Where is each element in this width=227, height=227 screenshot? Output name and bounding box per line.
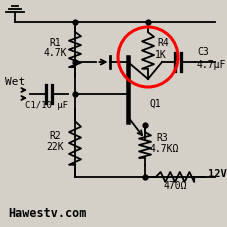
Text: C1/10 μF: C1/10 μF bbox=[25, 101, 68, 109]
Text: 4.7μF: 4.7μF bbox=[196, 60, 225, 70]
Text: Hawestv.com: Hawestv.com bbox=[8, 206, 86, 219]
Text: R4: R4 bbox=[156, 38, 168, 48]
Text: Wet: Wet bbox=[5, 77, 25, 87]
Text: Q1: Q1 bbox=[149, 99, 161, 109]
Text: R1: R1 bbox=[49, 37, 61, 47]
Text: 4.7KΩ: 4.7KΩ bbox=[149, 143, 178, 153]
Text: R3: R3 bbox=[155, 132, 167, 142]
Text: 1K: 1K bbox=[154, 49, 166, 59]
Text: 22K: 22K bbox=[46, 141, 64, 151]
Text: C3: C3 bbox=[196, 47, 208, 57]
Text: R2: R2 bbox=[49, 131, 61, 140]
Text: 4.7K: 4.7K bbox=[43, 48, 67, 58]
Text: 12V: 12V bbox=[207, 168, 226, 178]
Text: 470Ω: 470Ω bbox=[163, 180, 186, 190]
